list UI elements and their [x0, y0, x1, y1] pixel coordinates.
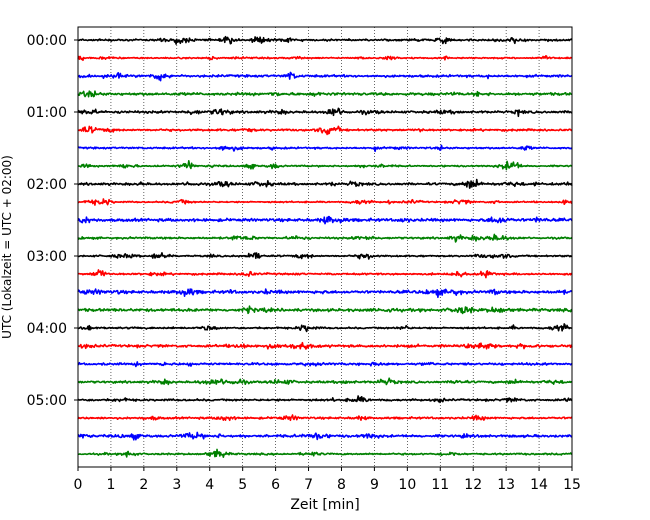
x-tick-label: 13	[497, 477, 515, 493]
x-tick-label: 6	[271, 477, 280, 493]
x-tick-label: 8	[337, 477, 346, 493]
x-tick-label: 3	[172, 477, 181, 493]
x-tick-label: 2	[139, 477, 148, 493]
trace-0430	[77, 361, 573, 368]
trace-0315	[77, 269, 573, 279]
trace-0000	[77, 35, 573, 45]
x-tick-label: 5	[238, 477, 247, 493]
trace-0415	[77, 341, 573, 350]
trace-0130	[77, 144, 573, 153]
trace-0015	[77, 55, 573, 62]
trace-0100	[77, 107, 573, 118]
x-tick-label: 11	[431, 477, 449, 493]
trace-group	[77, 35, 573, 458]
trace-0330	[77, 288, 573, 299]
x-tick-label: 4	[205, 477, 214, 493]
trace-0115	[77, 125, 573, 136]
trace-0215	[77, 198, 573, 206]
x-tick-label: 0	[74, 477, 83, 493]
trace-0545	[77, 448, 573, 458]
trace-0245	[77, 233, 573, 243]
trace-0300	[77, 252, 573, 260]
trace-0145	[77, 160, 573, 171]
trace-0530	[77, 431, 573, 441]
y-tick-label: 01:00	[27, 105, 67, 121]
trace-0400	[77, 323, 573, 333]
y-axis: 00:00 01:00 02:00 03:00 04:00 05:00	[27, 33, 78, 409]
y-tick-label: 05:00	[27, 393, 67, 409]
x-tick-label: 15	[563, 477, 581, 493]
trace-0030	[77, 71, 573, 82]
y-tick-label: 00:00	[27, 33, 67, 49]
plot-frame	[77, 26, 573, 468]
x-tick-label: 7	[304, 477, 313, 493]
trace-0345	[77, 305, 573, 315]
x-axis: 0 1 2 3 4 5 6 7 8 9 10 11 12 13 14 15	[74, 467, 581, 493]
x-grid	[110, 27, 540, 467]
y-tick-label: 03:00	[27, 249, 67, 265]
x-tick-label: 9	[370, 477, 379, 493]
trace-0500	[77, 395, 573, 404]
y-axis-label: UTC (Lokalzeit = UTC + 02:00)	[0, 155, 14, 339]
trace-0230	[77, 215, 573, 225]
x-tick-label: 1	[106, 477, 115, 493]
x-tick-label: 14	[530, 477, 548, 493]
trace-0200	[77, 178, 573, 189]
x-tick-label: 12	[464, 477, 482, 493]
y-tick-label: 02:00	[27, 177, 67, 193]
trace-0445	[77, 377, 573, 386]
y-tick-label: 04:00	[27, 321, 67, 337]
x-tick-label: 10	[398, 477, 416, 493]
x-axis-label: Zeit [min]	[290, 497, 359, 513]
trace-0515	[77, 414, 573, 422]
trace-0045	[77, 90, 573, 98]
